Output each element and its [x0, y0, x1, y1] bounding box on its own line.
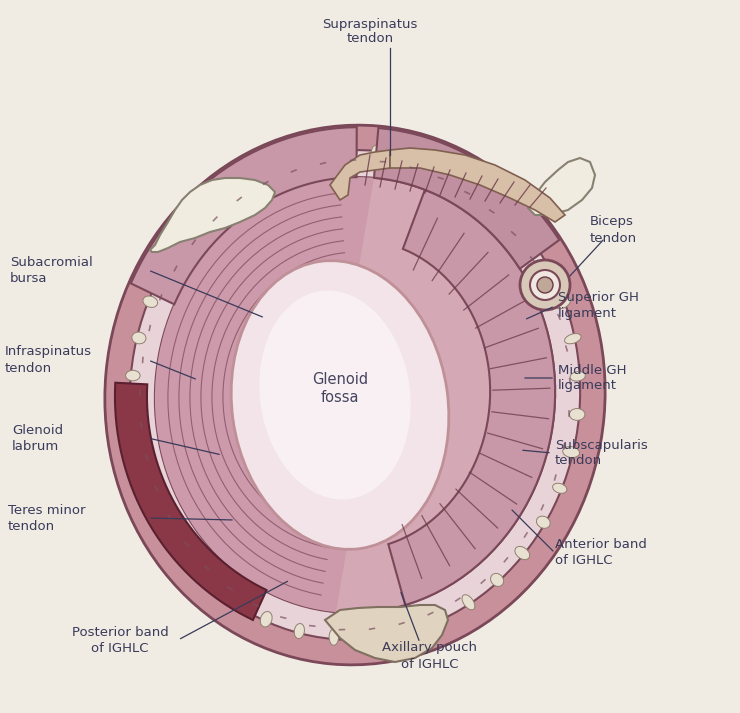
Ellipse shape	[537, 277, 553, 293]
Text: Subscapularis: Subscapularis	[555, 438, 648, 451]
Text: Anterior band: Anterior band	[555, 538, 647, 551]
Ellipse shape	[176, 545, 189, 559]
Text: bursa: bursa	[10, 272, 47, 284]
Ellipse shape	[520, 230, 534, 245]
Polygon shape	[115, 383, 266, 620]
Ellipse shape	[536, 516, 550, 528]
Ellipse shape	[371, 145, 381, 160]
Text: tendon: tendon	[8, 520, 55, 533]
Text: Axillary pouch: Axillary pouch	[383, 642, 477, 655]
Ellipse shape	[295, 624, 304, 639]
Polygon shape	[150, 178, 275, 252]
Polygon shape	[330, 150, 390, 200]
Ellipse shape	[160, 262, 174, 274]
Ellipse shape	[541, 262, 554, 275]
Text: Glenoid: Glenoid	[12, 424, 63, 436]
Ellipse shape	[569, 409, 585, 421]
Ellipse shape	[406, 150, 416, 168]
Ellipse shape	[301, 152, 312, 165]
Polygon shape	[131, 127, 357, 304]
Ellipse shape	[130, 150, 580, 640]
Text: Posterior band: Posterior band	[72, 625, 169, 639]
Ellipse shape	[438, 163, 449, 178]
Ellipse shape	[259, 290, 411, 500]
Polygon shape	[374, 128, 559, 269]
Polygon shape	[388, 190, 555, 605]
Text: of IGHLC: of IGHLC	[91, 642, 149, 655]
Text: tendon: tendon	[5, 361, 52, 374]
Polygon shape	[528, 158, 595, 215]
Text: fossa: fossa	[320, 391, 359, 406]
Ellipse shape	[126, 370, 140, 381]
Text: tendon: tendon	[346, 32, 394, 45]
Ellipse shape	[201, 573, 213, 587]
Ellipse shape	[530, 270, 560, 300]
Ellipse shape	[515, 546, 530, 560]
Ellipse shape	[555, 296, 571, 309]
Ellipse shape	[491, 573, 504, 586]
Ellipse shape	[235, 180, 249, 195]
Ellipse shape	[570, 371, 585, 381]
Ellipse shape	[565, 334, 581, 344]
Polygon shape	[325, 605, 448, 662]
Text: ligament: ligament	[558, 379, 617, 392]
Polygon shape	[390, 148, 565, 222]
Ellipse shape	[143, 296, 158, 307]
Ellipse shape	[105, 125, 605, 665]
Text: ligament: ligament	[558, 307, 617, 321]
Ellipse shape	[229, 595, 241, 609]
Ellipse shape	[553, 483, 567, 493]
Ellipse shape	[364, 630, 374, 645]
Ellipse shape	[231, 261, 449, 550]
Text: of IGHLC: of IGHLC	[555, 555, 613, 568]
Ellipse shape	[431, 612, 443, 627]
Polygon shape	[155, 178, 374, 612]
Ellipse shape	[156, 515, 169, 528]
Text: tendon: tendon	[590, 232, 637, 245]
Text: Middle GH: Middle GH	[558, 364, 627, 376]
Text: tendon: tendon	[555, 454, 602, 468]
Text: Infraspinatus: Infraspinatus	[5, 346, 92, 359]
Ellipse shape	[398, 624, 409, 639]
Text: Supraspinatus: Supraspinatus	[323, 18, 417, 31]
Ellipse shape	[139, 481, 156, 494]
Text: of IGHLC: of IGHLC	[401, 657, 459, 670]
Ellipse shape	[132, 332, 146, 344]
Ellipse shape	[181, 231, 195, 243]
Ellipse shape	[468, 181, 481, 195]
Ellipse shape	[260, 612, 272, 627]
Text: Subacromial: Subacromial	[10, 255, 92, 269]
Ellipse shape	[497, 204, 509, 217]
Ellipse shape	[266, 163, 280, 178]
Ellipse shape	[124, 409, 141, 419]
Text: Glenoid: Glenoid	[312, 372, 368, 387]
Text: labrum: labrum	[12, 439, 59, 453]
Ellipse shape	[336, 146, 346, 160]
Ellipse shape	[462, 595, 475, 610]
Text: Biceps: Biceps	[590, 215, 634, 228]
Text: Superior GH: Superior GH	[558, 292, 639, 304]
Ellipse shape	[520, 260, 570, 310]
Ellipse shape	[206, 202, 221, 217]
Text: Teres minor: Teres minor	[8, 503, 86, 516]
Ellipse shape	[130, 446, 144, 456]
Ellipse shape	[562, 446, 579, 458]
Ellipse shape	[155, 177, 555, 613]
Ellipse shape	[329, 629, 338, 645]
